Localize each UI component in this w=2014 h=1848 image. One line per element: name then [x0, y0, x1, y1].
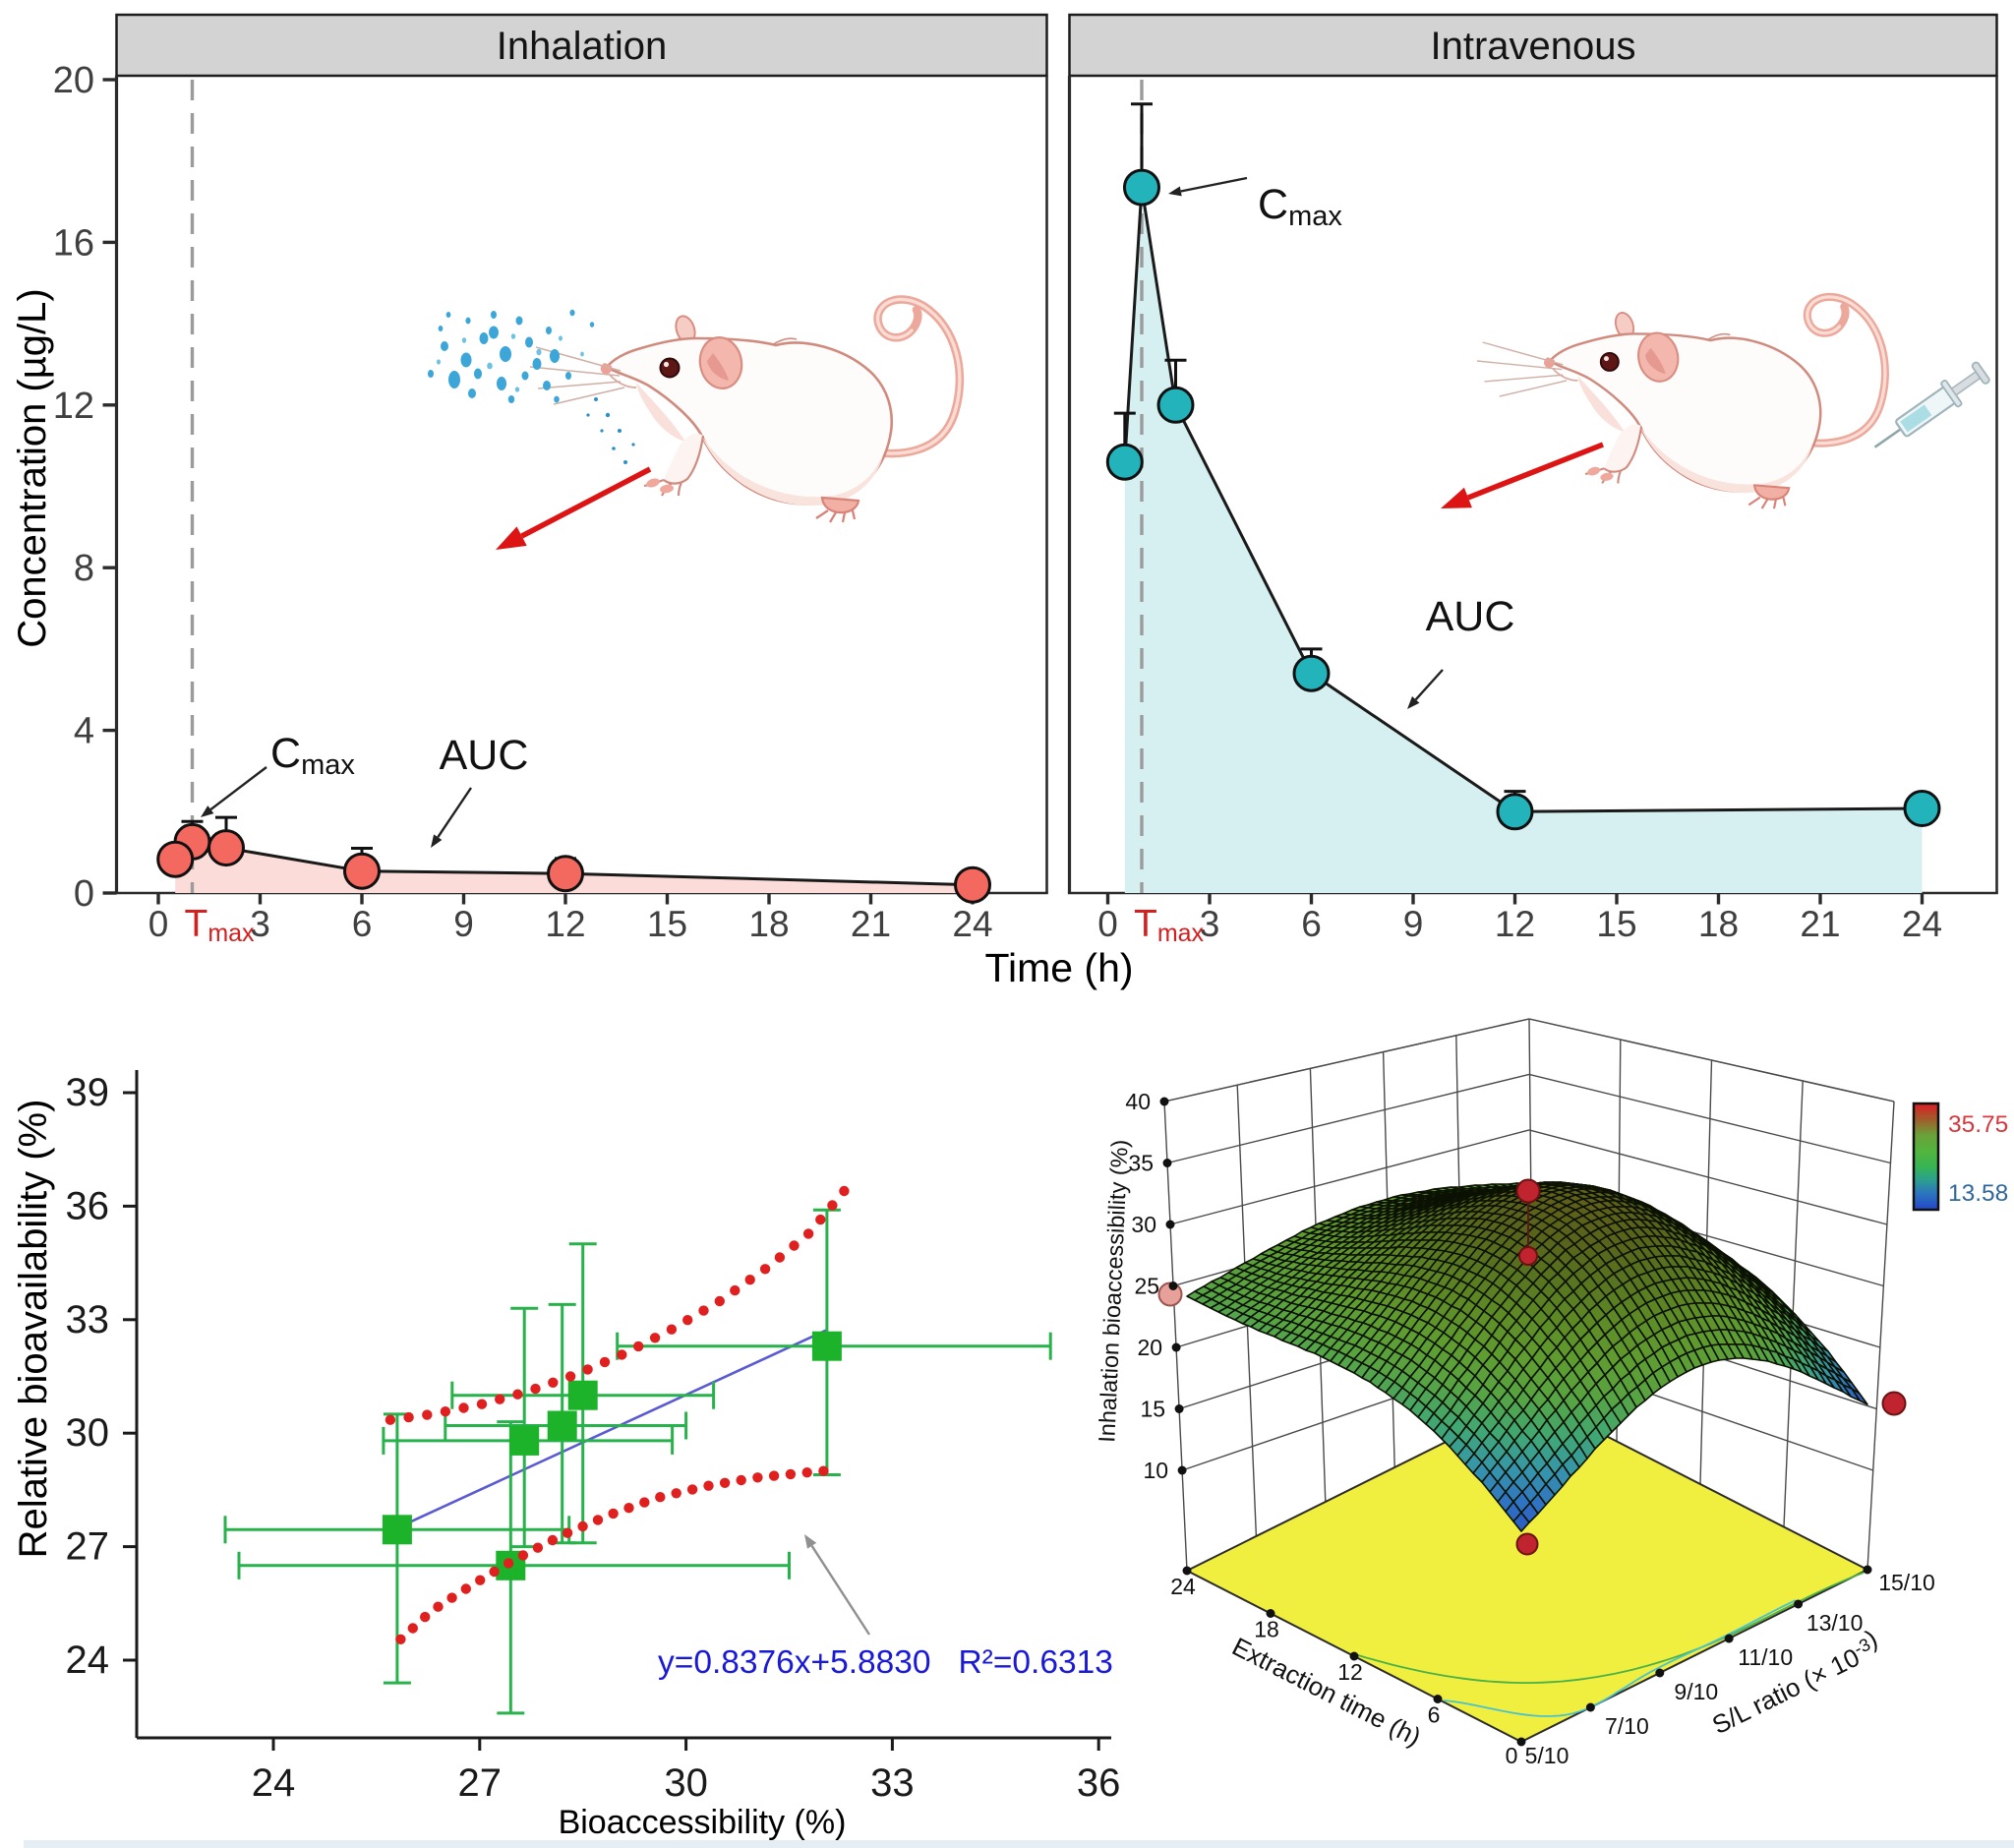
- svg-text:33: 33: [66, 1298, 110, 1341]
- svg-text:24: 24: [952, 904, 992, 944]
- svg-text:6: 6: [1428, 1702, 1441, 1728]
- svg-text:15: 15: [1140, 1397, 1165, 1422]
- svg-text:33: 33: [870, 1761, 915, 1805]
- svg-text:15: 15: [1596, 904, 1636, 944]
- svg-text:11/10: 11/10: [1738, 1644, 1793, 1670]
- svg-text:10: 10: [1143, 1458, 1168, 1483]
- svg-text:AUC: AUC: [1426, 593, 1515, 640]
- svg-text:18: 18: [1698, 904, 1739, 944]
- svg-text:3: 3: [1200, 904, 1220, 944]
- svg-text:3: 3: [250, 904, 270, 944]
- svg-text:27: 27: [66, 1525, 110, 1569]
- svg-text:16: 16: [53, 222, 94, 264]
- svg-text:20: 20: [53, 60, 94, 101]
- svg-text:y=0.8376x+5.8830 R²=0.6313: y=0.8376x+5.8830 R²=0.6313: [658, 1644, 1113, 1681]
- svg-text:0: 0: [74, 873, 94, 915]
- svg-text:30: 30: [664, 1761, 708, 1805]
- svg-text:30: 30: [1131, 1212, 1156, 1237]
- svg-text:13.58: 13.58: [1948, 1180, 2008, 1207]
- svg-text:9/10: 9/10: [1674, 1679, 1718, 1704]
- svg-text:0: 0: [1506, 1743, 1518, 1768]
- svg-text:24: 24: [1902, 904, 1942, 944]
- svg-text:39: 39: [66, 1071, 110, 1114]
- svg-text:12: 12: [1495, 904, 1535, 944]
- svg-text:21: 21: [851, 904, 891, 944]
- svg-text:Inhalation: Inhalation: [497, 25, 667, 68]
- svg-text:20: 20: [1137, 1335, 1162, 1360]
- svg-text:15: 15: [647, 904, 687, 944]
- svg-text:18: 18: [748, 904, 789, 944]
- svg-text:36: 36: [1077, 1761, 1121, 1805]
- svg-text:Relative bioavailability (%): Relative bioavailability (%): [12, 1100, 55, 1559]
- svg-text:24: 24: [66, 1639, 110, 1682]
- svg-text:6: 6: [352, 904, 373, 944]
- svg-text:18: 18: [1254, 1617, 1279, 1642]
- svg-text:30: 30: [66, 1411, 110, 1455]
- svg-text:0: 0: [1097, 904, 1118, 944]
- svg-text:12: 12: [53, 386, 94, 427]
- svg-text:36: 36: [66, 1184, 110, 1227]
- svg-text:15/10: 15/10: [1878, 1570, 1935, 1595]
- svg-text:27: 27: [458, 1761, 503, 1805]
- svg-text:8: 8: [74, 548, 94, 589]
- svg-text:5/10: 5/10: [1525, 1743, 1570, 1768]
- svg-text:6: 6: [1301, 904, 1322, 944]
- svg-text:12: 12: [545, 904, 585, 944]
- svg-text:24: 24: [1170, 1574, 1196, 1599]
- svg-text:40: 40: [1125, 1089, 1151, 1114]
- svg-text:Time (h): Time (h): [984, 945, 1133, 990]
- svg-text:25: 25: [1134, 1274, 1159, 1299]
- svg-text:Intravenous: Intravenous: [1430, 25, 1635, 68]
- svg-text:21: 21: [1800, 904, 1840, 944]
- svg-text:9: 9: [1403, 904, 1424, 944]
- svg-text:24: 24: [252, 1761, 296, 1805]
- svg-text:9: 9: [453, 904, 474, 944]
- svg-text:4: 4: [74, 711, 94, 752]
- svg-text:35: 35: [1128, 1151, 1154, 1176]
- svg-text:AUC: AUC: [440, 732, 529, 779]
- svg-text:0: 0: [148, 904, 169, 944]
- svg-text:Concentration (µg/L): Concentration (µg/L): [11, 288, 54, 647]
- svg-text:13/10: 13/10: [1807, 1610, 1864, 1636]
- svg-text:Bioaccessibility (%): Bioaccessibility (%): [559, 1804, 847, 1841]
- svg-text:12: 12: [1337, 1659, 1363, 1685]
- svg-text:7/10: 7/10: [1605, 1713, 1649, 1739]
- svg-text:35.75: 35.75: [1948, 1111, 2008, 1138]
